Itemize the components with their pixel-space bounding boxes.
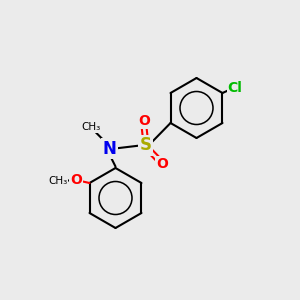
Text: N: N [103, 140, 116, 158]
Text: O: O [156, 157, 168, 171]
Text: CH₃: CH₃ [82, 122, 101, 133]
Text: Cl: Cl [228, 81, 242, 94]
Text: O: O [70, 173, 82, 187]
Text: CH₃: CH₃ [48, 176, 68, 187]
Text: O: O [138, 114, 150, 128]
Text: S: S [140, 136, 152, 154]
